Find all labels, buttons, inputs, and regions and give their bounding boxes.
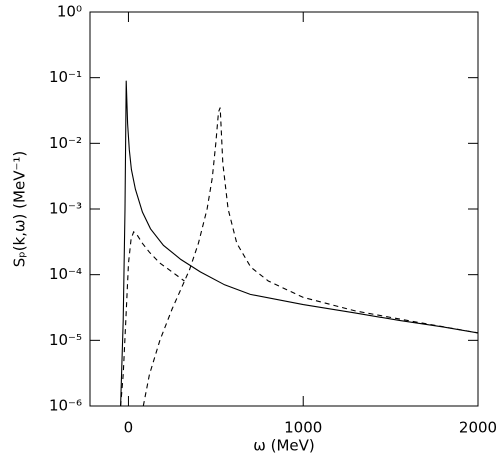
y-tick-label: 10⁻¹ [49,68,82,86]
curve [120,80,478,406]
x-axis-label: ω (MeV) [253,437,314,455]
y-tick-label: 10⁻² [49,134,82,152]
y-axis-label: Sₚ(k,ω) (MeV⁻¹) [11,151,29,268]
x-tick-label: 1000 [284,419,322,437]
plot-area [120,80,478,406]
x-tick-label: 0 [124,419,134,437]
y-tick-label: 10⁻⁶ [49,397,82,415]
y-tick-label: 10⁻³ [49,200,82,218]
curve [120,107,478,406]
x-tick-label: 2000 [459,419,497,437]
y-tick-label: 10⁰ [57,3,82,21]
y-tick-label: 10⁻⁵ [49,331,82,349]
y-tick-label: 10⁻⁴ [49,265,82,283]
plot-frame [89,11,479,407]
